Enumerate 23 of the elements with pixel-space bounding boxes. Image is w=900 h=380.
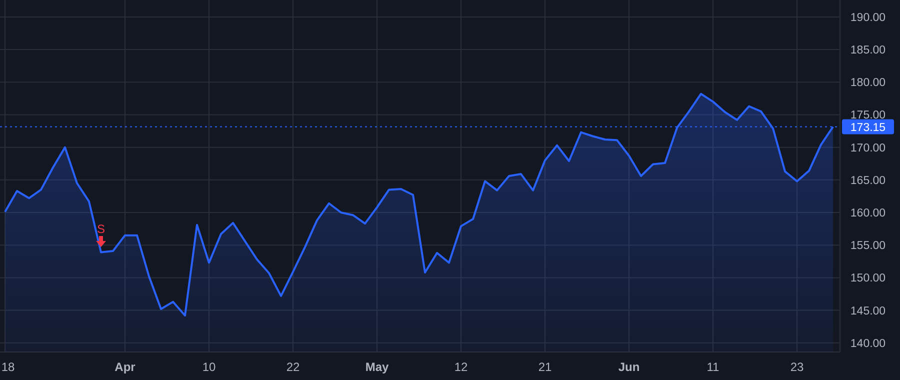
y-tick-label: 160.00 — [850, 208, 886, 220]
x-tick-label: 22 — [286, 360, 300, 374]
x-tick-label: May — [365, 360, 389, 374]
x-tick-label: Jun — [618, 360, 640, 374]
x-tick-label: Apr — [114, 360, 136, 374]
x-tick-label: 12 — [454, 360, 468, 374]
y-tick-label: 140.00 — [850, 338, 886, 350]
y-tick-label: 180.00 — [850, 77, 886, 90]
y-tick-label: 170.00 — [850, 142, 886, 154]
ref-line-label: 173.15 — [850, 122, 886, 134]
y-tick-label: 150.00 — [850, 272, 886, 285]
y-tick-label: 165.00 — [850, 174, 886, 187]
x-tick-label: 10 — [202, 360, 216, 374]
annotation: S — [96, 222, 106, 236]
y-tick-label: 185.00 — [850, 44, 886, 57]
y-tick-label: 190.00 — [850, 12, 886, 24]
y-tick-label: 145.00 — [850, 305, 886, 318]
x-tick-label: 23 — [790, 360, 804, 374]
x-tick-label: 21 — [538, 360, 552, 374]
x-tick-label: 18 — [1, 360, 15, 374]
y-tick-label: 155.00 — [850, 240, 886, 252]
y-tick-label: 175.00 — [850, 110, 886, 122]
x-tick-label: 11 — [706, 360, 720, 374]
